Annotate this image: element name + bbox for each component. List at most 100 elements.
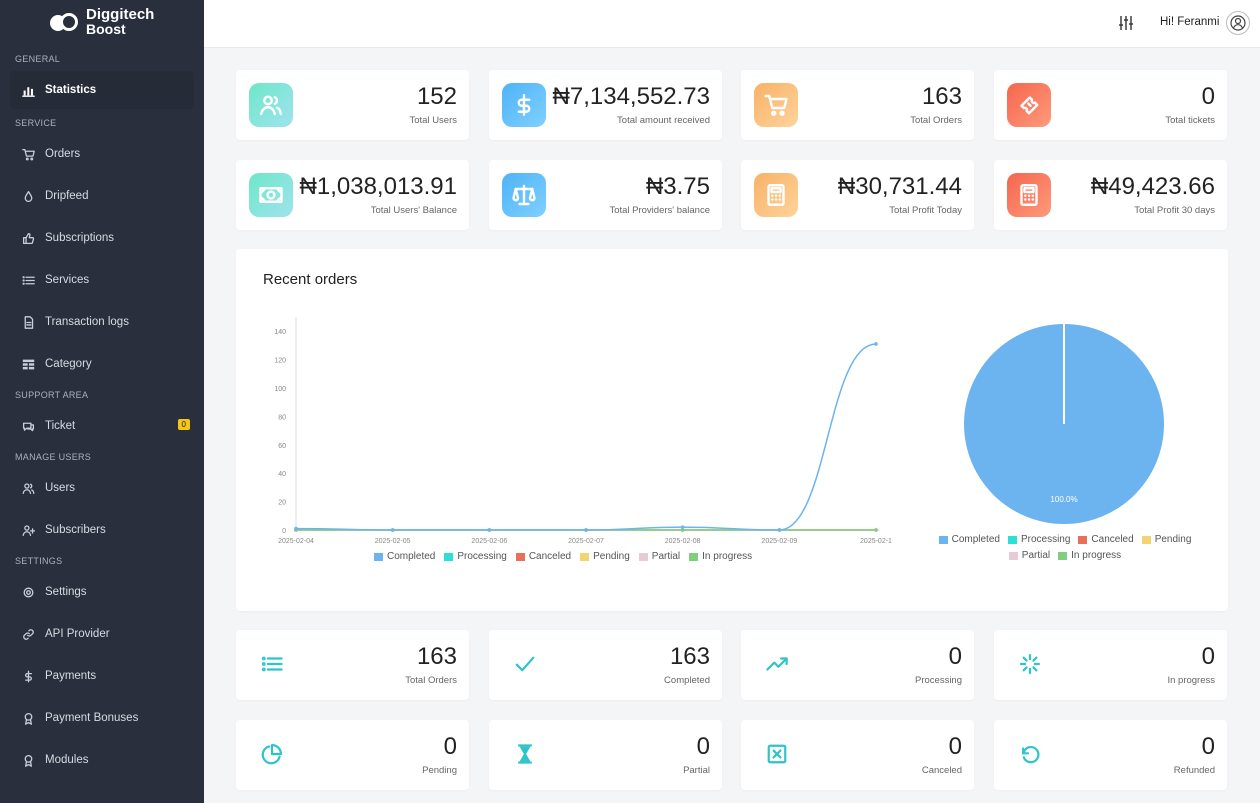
check-icon xyxy=(511,650,539,678)
sidebar-item-transaction-logs[interactable]: Transaction logs xyxy=(0,301,204,343)
thumb-up-icon xyxy=(21,231,35,245)
data-point[interactable] xyxy=(487,528,492,532)
sidebar-item-users[interactable]: Users xyxy=(0,467,204,509)
data-point[interactable] xyxy=(680,525,685,529)
legend-label: Partial xyxy=(1021,550,1051,561)
sidebar-item-subscribers[interactable]: Subscribers xyxy=(0,509,204,551)
stat-label: In progress xyxy=(1167,675,1215,686)
x-tick-label: 2025-02-1 xyxy=(860,538,892,545)
stat-value: 163 xyxy=(669,643,710,670)
recent-orders-card: Recent orders 0 20 40 60 80 100 120 140 2025-02-… xyxy=(236,249,1228,611)
stat-label: Total Profit Today xyxy=(889,205,962,216)
stat-value: 0 xyxy=(1201,733,1215,760)
y-tick-label: 0 xyxy=(282,528,286,535)
x-tick-label: 2025-02-07 xyxy=(568,538,604,545)
award-icon xyxy=(21,711,35,725)
pie-legend-item[interactable]: Partial xyxy=(1008,550,1051,561)
sidebar-item-services[interactable]: Services xyxy=(0,259,204,301)
sidebar-item-subscriptions[interactable]: Subscriptions xyxy=(0,217,204,259)
sidebar-item-label: Modules xyxy=(45,754,89,766)
sidebar-item-payment-bonuses[interactable]: Payment Bonuses xyxy=(0,697,204,739)
stat-card-pending: 0 Pending xyxy=(236,720,469,790)
stat-card-total-users-balance: ₦1,038,013.91 Total Users' Balance xyxy=(236,160,469,230)
legend-swatch xyxy=(689,552,699,561)
user-greeting[interactable]: Hi! Feranmi xyxy=(1160,16,1220,28)
legend-swatch xyxy=(374,552,383,561)
pie-legend-item[interactable]: Canceled xyxy=(1078,534,1134,545)
brand-logo[interactable]: Diggitech Boost xyxy=(0,0,204,44)
stat-card-partial: 0 Partial xyxy=(489,720,722,790)
recent-orders-line-chart: 0 20 40 60 80 100 120 140 2025-02-04 2025-02-05 20… xyxy=(274,317,892,545)
cart-icon xyxy=(754,83,798,127)
sidebar-item-api-provider[interactable]: API Provider xyxy=(0,613,204,655)
data-point[interactable] xyxy=(874,528,878,532)
sidebar-item-orders[interactable]: Orders xyxy=(0,133,204,175)
filter-sliders-icon[interactable] xyxy=(1118,15,1134,36)
chat-icon xyxy=(21,419,35,433)
legend-item[interactable]: Canceled xyxy=(515,551,572,562)
stat-label: Total Users xyxy=(409,115,457,126)
stat-value: ₦3.75 xyxy=(645,173,710,200)
stat-value: 163 xyxy=(921,83,962,110)
sidebar-item-settings[interactable]: Settings xyxy=(0,571,204,613)
pie-legend-item[interactable]: Pending xyxy=(1141,534,1191,545)
stat-value: 0 xyxy=(1201,83,1215,110)
list-icon xyxy=(21,273,35,287)
legend-swatch xyxy=(580,552,590,561)
data-point[interactable] xyxy=(294,526,298,531)
ticket-icon xyxy=(1007,83,1051,127)
gear-icon xyxy=(21,585,35,599)
legend-swatch xyxy=(1141,535,1151,544)
stat-label: Total Users' Balance xyxy=(370,205,457,216)
legend-swatch xyxy=(638,552,648,561)
sidebar-item-statistics[interactable]: Statistics xyxy=(10,71,194,109)
y-tick-label: 40 xyxy=(278,471,286,478)
sidebar-section-title: SETTINGS xyxy=(15,556,63,566)
pie-legend-item[interactable]: In progress xyxy=(1058,550,1121,561)
dollar-icon xyxy=(502,83,546,127)
trending-up-icon xyxy=(763,650,791,678)
sidebar-item-label: Category xyxy=(45,358,92,370)
legend-item[interactable]: Partial xyxy=(638,551,680,562)
logo-icon xyxy=(50,11,80,33)
sidebar-section-title: MANAGE USERS xyxy=(15,452,92,462)
pie-chart-legend: Completed Processing Canceled Pending Partia… xyxy=(930,534,1200,566)
data-point[interactable] xyxy=(874,342,878,346)
sidebar-item-payments[interactable]: Payments xyxy=(0,655,204,697)
legend-item[interactable]: In progress xyxy=(689,551,752,562)
stat-card-total-profit-today: ₦30,731.44 Total Profit Today xyxy=(741,160,974,230)
sidebar-item-dripfeed[interactable]: Dripfeed xyxy=(0,175,204,217)
x-square-icon xyxy=(763,740,791,768)
legend-item[interactable]: Completed xyxy=(374,551,435,562)
y-tick-label: 100 xyxy=(274,386,286,393)
sidebar-item-label: Subscribers xyxy=(45,524,106,536)
data-point[interactable] xyxy=(584,528,588,532)
sidebar-item-ticket[interactable]: Ticket 0 xyxy=(0,405,204,447)
legend-label: Canceled xyxy=(528,551,572,562)
hourglass-icon xyxy=(511,740,539,768)
legend-label: Processing xyxy=(457,551,507,562)
pie-icon xyxy=(258,740,286,768)
pie-legend-item[interactable]: Completed xyxy=(938,534,1000,545)
y-tick-label: 120 xyxy=(274,358,286,365)
stat-card-total-profit-30-days: ₦49,423.66 Total Profit 30 days xyxy=(994,160,1227,230)
legend-item[interactable]: Processing xyxy=(444,551,507,562)
ticket-count-badge: 0 xyxy=(177,419,190,430)
loader-icon xyxy=(1016,650,1044,678)
stat-label: Partial xyxy=(683,765,710,776)
legend-item[interactable]: Pending xyxy=(580,551,630,562)
pie-legend-item[interactable]: Processing xyxy=(1007,534,1070,545)
sidebar-item-category[interactable]: Category xyxy=(0,343,204,385)
data-point[interactable] xyxy=(777,528,782,532)
avatar-icon[interactable] xyxy=(1226,11,1250,35)
calculator-icon xyxy=(754,173,798,217)
sidebar-item-modules[interactable]: Modules xyxy=(0,739,204,781)
data-point[interactable] xyxy=(390,528,395,532)
stat-value: ₦30,731.44 xyxy=(837,173,962,200)
stat-card-in-progress: 0 In progress xyxy=(994,630,1227,700)
stat-label: Processing xyxy=(915,675,962,686)
data-point[interactable] xyxy=(680,528,685,532)
legend-swatch xyxy=(1007,535,1017,544)
stat-card-completed: 163 Completed xyxy=(489,630,722,700)
legend-label: In progress xyxy=(702,551,753,562)
